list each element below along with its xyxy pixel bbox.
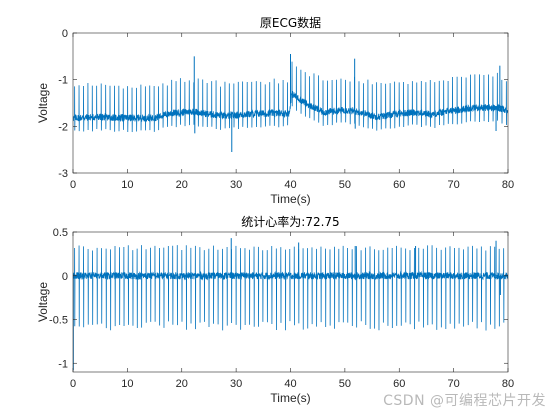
plot-area bbox=[73, 232, 508, 372]
x-tick-label: 70 bbox=[448, 378, 460, 390]
x-tick-label: 50 bbox=[339, 179, 351, 191]
watermark-text: CSDN @可编程芯片开发 bbox=[383, 393, 546, 409]
y-tick-label: -0.5 bbox=[49, 315, 68, 327]
series-group bbox=[73, 54, 508, 152]
x-axis-label: Time(s) bbox=[270, 391, 310, 405]
x-tick-label: 40 bbox=[284, 179, 296, 191]
signal-line-1 bbox=[73, 245, 508, 331]
y-tick-label: 0 bbox=[62, 28, 68, 40]
x-tick-label: 20 bbox=[176, 179, 188, 191]
x-tick-label: 50 bbox=[339, 378, 351, 390]
y-tick-label: -3 bbox=[58, 168, 68, 180]
y-tick-label: -1 bbox=[58, 358, 68, 370]
y-tick-label: 0.5 bbox=[53, 227, 68, 239]
x-axis-label: Time(s) bbox=[270, 192, 310, 206]
axes-2: 0 10 20 30 40 50 60 70 80 -1 -0.5 0 0.5 统计心率为:72.75 Ti… bbox=[36, 214, 514, 405]
axes-1: 0 10 20 30 40 50 60 70 80 -3 -2 -1 0 原ECG数据 Time(s) Vol… bbox=[36, 15, 514, 206]
x-tick-label: 80 bbox=[502, 179, 514, 191]
y-axis-label: Voltage bbox=[36, 83, 50, 123]
y-axis-label: Voltage bbox=[36, 282, 50, 322]
signal-line-1 bbox=[73, 61, 508, 133]
x-tick-label: 20 bbox=[176, 378, 188, 390]
x-tick-label: 10 bbox=[121, 378, 133, 390]
y-tick-label: -1 bbox=[58, 75, 68, 87]
x-tick-label: 70 bbox=[448, 179, 460, 191]
x-tick-label: 60 bbox=[393, 179, 405, 191]
x-tick-label: 10 bbox=[121, 179, 133, 191]
y-tick-label: -2 bbox=[58, 121, 68, 133]
x-tick-label: 30 bbox=[230, 179, 242, 191]
x-tick-label: 0 bbox=[70, 378, 76, 390]
x-tick-label: 0 bbox=[70, 179, 76, 191]
chart-title: 原ECG数据 bbox=[260, 15, 321, 30]
x-tick-label: 80 bbox=[502, 378, 514, 390]
chart-title: 统计心率为:72.75 bbox=[241, 214, 339, 229]
x-tick-label: 60 bbox=[393, 378, 405, 390]
y-tick-label: 0 bbox=[62, 271, 68, 283]
x-tick-label: 30 bbox=[230, 378, 242, 390]
x-tick-label: 40 bbox=[284, 378, 296, 390]
